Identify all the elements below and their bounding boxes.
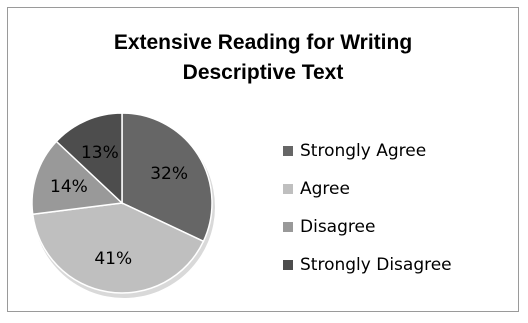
legend-item-disagree: Disagree [283,208,452,246]
legend: Strongly Agree Agree Disagree Strongly D… [283,132,452,284]
pie-label-strongly-agree: 32% [150,164,188,184]
pie-label-disagree: 14% [50,177,88,197]
pie-chart: 32% 41% 14% 13% [31,112,215,298]
pie-slice-agree [31,202,205,294]
pie-slice-disagree [31,140,124,216]
legend-swatch [283,260,293,270]
legend-swatch [283,146,293,156]
chart-title-line-2: Descriptive Text [182,61,344,84]
legend-item-strongly-agree: Strongly Agree [283,132,452,170]
pie-slice-strongly-agree [121,112,213,243]
legend-label: Strongly Disagree [300,255,452,275]
legend-swatch [283,222,293,232]
legend-label: Disagree [300,217,376,237]
pie-label-agree: 41% [94,249,132,269]
chart-title-line-1: Extensive Reading for Writing [113,31,413,54]
legend-label: Agree [300,179,350,199]
legend-item-strongly-disagree: Strongly Disagree [283,246,452,284]
legend-swatch [283,184,293,194]
legend-label: Strongly Agree [300,141,427,161]
pie-label-strongly-disagree: 13% [81,143,119,163]
legend-item-agree: Agree [283,170,452,208]
pie-slice-strongly-disagree [55,112,123,205]
chart-frame: Extensive Reading for Writing Descriptiv… [7,7,519,312]
chart-title: Extensive Reading for Writing Descriptiv… [8,28,518,88]
